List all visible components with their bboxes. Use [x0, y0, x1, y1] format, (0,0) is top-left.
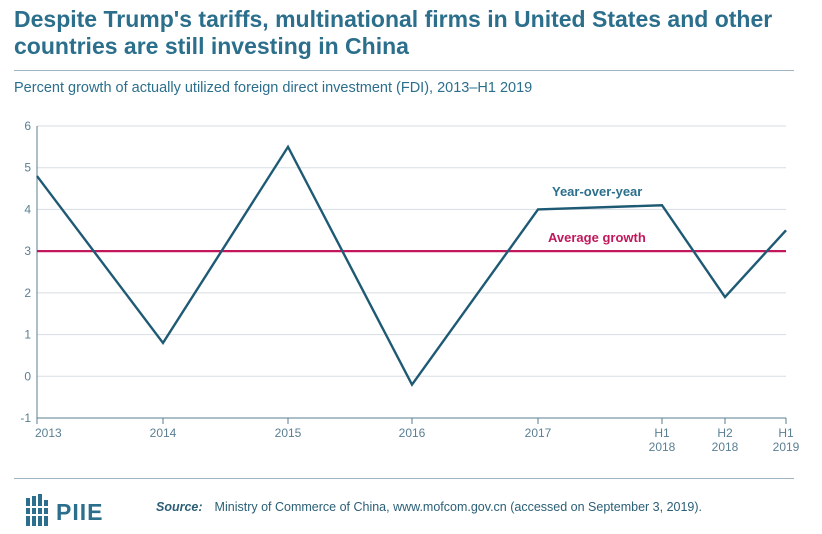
yoy-series-label: Year-over-year	[552, 184, 642, 199]
x-tick-label: 2016	[399, 426, 426, 440]
x-tick-label: H2	[717, 426, 733, 440]
x-tick-label-year: 2018	[649, 440, 676, 454]
footer-divider	[14, 478, 794, 479]
x-tick-label: H1	[778, 426, 794, 440]
y-tick-label: 1	[24, 328, 31, 342]
yoy-series-line	[36, 144, 787, 387]
y-tick-label: 2	[24, 286, 31, 300]
title-divider	[14, 70, 794, 71]
average-growth-label: Average growth	[548, 230, 646, 245]
x-tick-label: 2013	[35, 426, 62, 440]
x-tick-label: 2015	[275, 426, 302, 440]
x-tick-label-year: 2019	[773, 440, 800, 454]
x-tick-label: H1	[654, 426, 670, 440]
series-layer: Year-over-year	[36, 144, 787, 387]
reference-layer: Average growth	[37, 230, 786, 253]
piie-logo-icon	[24, 494, 52, 526]
y-tick-label: 5	[24, 161, 31, 175]
y-tick-label: 0	[24, 369, 31, 383]
source-note: Source: Ministry of Commerce of China, ww…	[156, 500, 702, 514]
x-tick-label: 2014	[150, 426, 177, 440]
source-label: Source:	[156, 500, 203, 514]
chart-subtitle: Percent growth of actually utilized fore…	[14, 80, 533, 96]
y-tick-label: 6	[24, 119, 31, 133]
x-tick-label-year: 2018	[712, 440, 739, 454]
y-tick-label: 4	[24, 202, 31, 216]
source-text: Ministry of Commerce of China, www.mofco…	[214, 500, 703, 514]
chart-title: Despite Trump's tariffs, multinational f…	[14, 6, 773, 59]
x-tick-label: 2017	[525, 426, 552, 440]
grid-layer	[37, 125, 786, 419]
y-tick-label: 3	[24, 244, 31, 258]
y-tick-label: -1	[20, 411, 31, 425]
piie-logo-text: PIIE	[56, 499, 104, 525]
